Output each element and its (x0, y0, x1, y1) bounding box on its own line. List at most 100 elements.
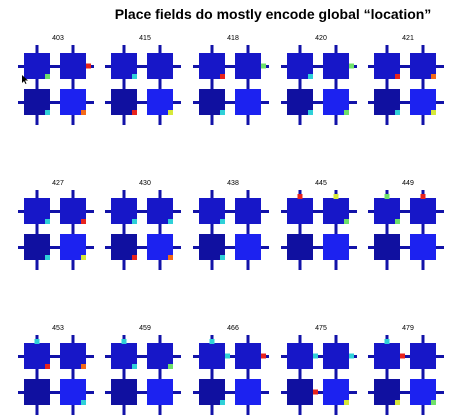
room-3 (235, 89, 261, 115)
room-2 (24, 379, 50, 405)
hotspot-marker (431, 74, 436, 79)
corridor-horizontal (193, 65, 269, 68)
hotspot-marker (308, 74, 313, 79)
corridor-horizontal (193, 210, 269, 213)
page-title: Place fields do mostly encode global “lo… (114, 6, 432, 22)
room-2 (111, 379, 137, 405)
hotspot-marker (168, 255, 173, 260)
hotspot-marker (168, 110, 173, 115)
room-2 (374, 234, 400, 260)
place-field-panel: 420 (281, 35, 361, 130)
corridor-horizontal (368, 391, 444, 394)
hotspot-marker (86, 63, 91, 69)
corridor-vertical (246, 45, 250, 125)
corridor-horizontal (105, 101, 181, 104)
corridor-vertical (122, 190, 126, 270)
corridor-horizontal (368, 246, 444, 249)
environment-heatmap (193, 45, 269, 125)
place-field-panel: 403 (18, 35, 98, 130)
corridor-vertical (71, 45, 75, 125)
hotspot-marker (220, 74, 225, 79)
room-0 (287, 198, 313, 224)
hotspot-marker (220, 400, 225, 405)
hotspot-marker (333, 194, 339, 199)
cell-id-label: 403 (52, 35, 64, 42)
environment-heatmap (105, 335, 181, 415)
corridor-horizontal (18, 101, 94, 104)
corridor-horizontal (18, 355, 94, 358)
environment-heatmap (18, 190, 94, 270)
corridor-vertical (334, 335, 338, 415)
cell-id-label: 430 (139, 180, 151, 187)
environment-heatmap (18, 335, 94, 415)
hotspot-marker (225, 353, 230, 359)
room-1 (235, 343, 261, 369)
corridor-horizontal (281, 246, 357, 249)
corridor-vertical (334, 190, 338, 270)
cell-id-label: 445 (315, 180, 327, 187)
room-1 (235, 198, 261, 224)
cell-id-label: 420 (315, 35, 327, 42)
hotspot-marker (220, 110, 225, 115)
environment-heatmap (281, 190, 357, 270)
corridor-vertical (158, 45, 162, 125)
room-3 (147, 379, 173, 405)
room-3 (410, 234, 436, 260)
room-1 (410, 343, 436, 369)
corridor-vertical (210, 190, 214, 270)
corridor-vertical (210, 335, 214, 415)
environment-heatmap (18, 45, 94, 125)
corridor-vertical (421, 335, 425, 415)
hotspot-marker (313, 353, 318, 359)
hotspot-marker (344, 400, 349, 405)
cell-id-label: 438 (227, 180, 239, 187)
hotspot-marker (81, 400, 86, 405)
hotspot-marker (220, 255, 225, 260)
corridor-vertical (158, 190, 162, 270)
place-field-panel: 459 (105, 325, 185, 420)
corridor-horizontal (368, 65, 444, 68)
place-field-panel: 438 (193, 180, 273, 275)
hotspot-marker (308, 110, 313, 115)
cell-id-label: 427 (52, 180, 64, 187)
hotspot-marker (132, 364, 137, 369)
environment-heatmap (281, 45, 357, 125)
place-field-panel: 466 (193, 325, 273, 420)
cell-id-label: 418 (227, 35, 239, 42)
corridor-vertical (71, 335, 75, 415)
room-1 (410, 198, 436, 224)
hotspot-marker (45, 74, 50, 79)
hotspot-marker (81, 110, 86, 115)
corridor-horizontal (281, 210, 357, 213)
hotspot-marker (81, 219, 86, 224)
hotspot-marker (132, 74, 137, 79)
hotspot-marker (431, 110, 436, 115)
room-2 (287, 234, 313, 260)
room-0 (199, 343, 225, 369)
cell-id-label: 449 (402, 180, 414, 187)
cell-id-label: 459 (139, 325, 151, 332)
hotspot-marker (349, 353, 354, 359)
hotspot-marker (431, 400, 436, 405)
environment-heatmap (368, 45, 444, 125)
environment-heatmap (105, 45, 181, 125)
room-3 (235, 379, 261, 405)
corridor-horizontal (18, 391, 94, 394)
place-field-panel: 449 (368, 180, 448, 275)
corridor-vertical (385, 190, 389, 270)
hotspot-marker (400, 353, 405, 359)
corridor-vertical (385, 45, 389, 125)
hotspot-marker (395, 219, 400, 224)
hotspot-marker (132, 219, 137, 224)
corridor-horizontal (193, 101, 269, 104)
hotspot-marker (45, 255, 50, 260)
place-field-panel: 418 (193, 35, 273, 130)
corridor-horizontal (105, 210, 181, 213)
place-field-panel: 453 (18, 325, 98, 420)
room-3 (323, 234, 349, 260)
hotspot-marker (261, 353, 266, 359)
corridor-horizontal (368, 355, 444, 358)
corridor-horizontal (281, 65, 357, 68)
hotspot-marker (220, 219, 225, 224)
corridor-vertical (35, 45, 39, 125)
